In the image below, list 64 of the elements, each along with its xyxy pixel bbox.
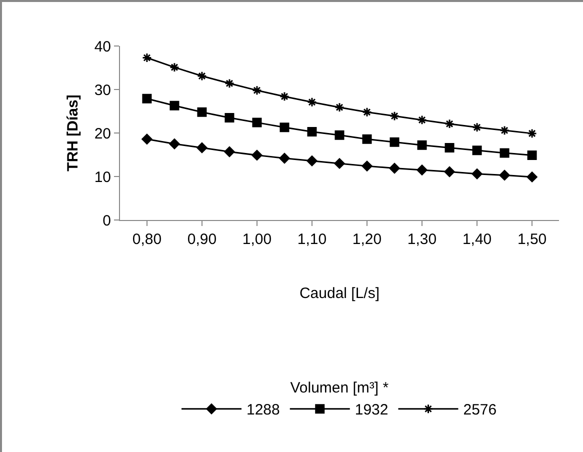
point	[416, 164, 428, 176]
point	[390, 137, 400, 147]
point	[362, 160, 372, 172]
point	[499, 170, 510, 180]
point	[252, 118, 262, 128]
y-tick-label: 40	[94, 38, 111, 56]
point	[362, 134, 372, 144]
point	[472, 168, 482, 180]
point	[334, 130, 344, 140]
point	[142, 94, 152, 104]
point	[142, 52, 152, 63]
x-tick-label: 0,90	[187, 231, 217, 248]
point	[527, 150, 537, 160]
legend-label: 2576	[463, 402, 497, 419]
point	[417, 140, 427, 150]
point	[527, 128, 537, 138]
point	[224, 113, 234, 123]
x-tick-label: 1,20	[352, 231, 382, 248]
point	[307, 126, 317, 136]
point	[280, 92, 290, 102]
point	[279, 152, 290, 164]
x-tick-label: 1,00	[242, 231, 272, 248]
point	[224, 78, 234, 88]
point	[306, 156, 318, 166]
x-tick-label: 1,30	[407, 231, 437, 248]
point	[444, 166, 455, 178]
point	[197, 107, 207, 117]
x-axis-title: Caudal [L/s]	[299, 285, 380, 302]
point	[169, 138, 180, 150]
point	[142, 134, 152, 144]
point	[307, 97, 317, 108]
point	[472, 146, 482, 156]
point	[197, 71, 207, 81]
point	[362, 107, 372, 118]
point	[170, 62, 180, 72]
point	[252, 85, 262, 96]
point	[526, 172, 538, 182]
point	[472, 122, 482, 132]
point	[224, 146, 235, 158]
x-tick-label: 0,80	[132, 231, 162, 248]
legend-label: 1932	[354, 402, 388, 419]
point	[389, 162, 400, 174]
point	[417, 115, 427, 125]
y-tick-label: 10	[94, 168, 111, 186]
legend-label: 1288	[246, 402, 280, 419]
point	[444, 143, 454, 153]
point	[170, 100, 180, 110]
point	[252, 150, 262, 160]
point	[334, 158, 345, 169]
y-axis-title: TRH [Días]	[64, 94, 82, 172]
point	[444, 118, 454, 129]
point	[500, 148, 510, 158]
point	[500, 125, 510, 136]
y-tick-label: 0	[102, 212, 111, 230]
point	[280, 122, 290, 132]
legend-title: Volumen [m³] *	[290, 380, 389, 397]
x-tick-label: 1,50	[517, 231, 547, 248]
y-tick-label: 30	[94, 82, 111, 99]
point	[196, 142, 208, 154]
point	[390, 111, 400, 121]
x-tick-label: 1,40	[462, 231, 492, 248]
x-tick-label: 1,10	[297, 231, 327, 248]
y-tick-label: 20	[94, 125, 111, 142]
point	[334, 102, 344, 112]
